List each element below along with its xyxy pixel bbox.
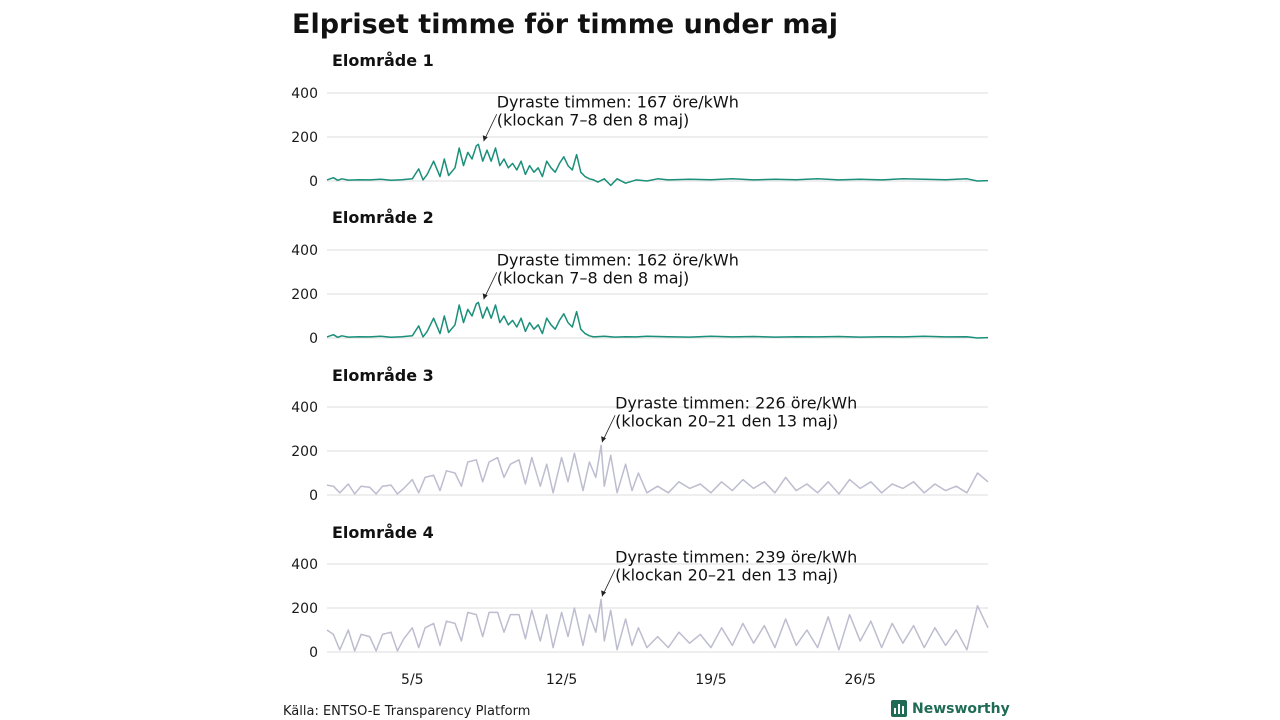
panel-title: Elområde 3 xyxy=(332,366,434,385)
annotation-arrowhead xyxy=(601,436,607,443)
logo-bar-3 xyxy=(902,706,904,714)
panel-title: Elområde 4 xyxy=(332,523,434,542)
y-tick-label: 0 xyxy=(309,331,318,347)
x-tick-label: 5/5 xyxy=(401,672,424,688)
price-series-line xyxy=(326,444,989,495)
panel-3: Elområde 3 0 200 400 Dyraste timmen: 226 öre… xyxy=(291,366,989,504)
chart-panels: Elområde 1 0 200 400 Dyraste timmen: 167 öre… xyxy=(291,51,989,688)
price-series-line xyxy=(326,598,989,652)
y-tick-label: 400 xyxy=(291,86,318,102)
annotation-line-2: (klockan 7–8 den 8 maj) xyxy=(497,268,690,287)
annotation-arrowhead xyxy=(482,135,488,142)
annotation-arrowhead xyxy=(482,293,488,300)
price-series-line xyxy=(326,301,989,339)
y-tick-label: 0 xyxy=(309,645,318,661)
annotation-line-2: (klockan 7–8 den 8 maj) xyxy=(497,110,690,129)
annotation-line-1: Dyraste timmen: 226 öre/kWh xyxy=(615,393,857,412)
chart-title: Elpriset timme för timme under maj xyxy=(292,9,838,40)
annotation-line-2: (klockan 20–21 den 13 maj) xyxy=(615,411,838,430)
logo-bar-1 xyxy=(894,708,896,714)
y-tick-label: 200 xyxy=(291,444,318,460)
y-tick-label: 400 xyxy=(291,243,318,259)
x-tick-label: 19/5 xyxy=(695,672,726,688)
y-tick-label: 400 xyxy=(291,557,318,573)
annotation-arrowhead xyxy=(601,590,607,597)
brand-name: Newsworthy xyxy=(912,701,1010,717)
y-tick-label: 0 xyxy=(309,174,318,190)
x-tick-label: 12/5 xyxy=(546,672,577,688)
newsworthy-logo: Newsworthy xyxy=(891,700,1010,717)
panel-title: Elområde 1 xyxy=(332,51,434,70)
y-tick-label: 0 xyxy=(309,488,318,504)
source-note: Källa: ENTSO-E Transparency Platform xyxy=(283,704,530,719)
y-tick-label: 400 xyxy=(291,400,318,416)
panel-2: Elområde 2 0 200 400 Dyraste timmen: 162 öre… xyxy=(291,208,989,347)
annotation-line-1: Dyraste timmen: 167 öre/kWh xyxy=(497,92,739,111)
x-tick-label: 26/5 xyxy=(845,672,876,688)
panel-4: Elområde 4 0 200 400 Dyraste timmen: 239 öre… xyxy=(291,523,989,688)
annotation-line-2: (klockan 20–21 den 13 maj) xyxy=(615,565,838,584)
annotation-line-1: Dyraste timmen: 239 öre/kWh xyxy=(615,547,857,566)
y-tick-label: 200 xyxy=(291,287,318,303)
panel-title: Elområde 2 xyxy=(332,208,434,227)
logo-bar-2 xyxy=(898,704,900,714)
y-tick-label: 200 xyxy=(291,601,318,617)
panel-1: Elområde 1 0 200 400 Dyraste timmen: 167 öre… xyxy=(291,51,989,190)
price-series-line xyxy=(326,143,989,187)
annotation-line-1: Dyraste timmen: 162 öre/kWh xyxy=(497,250,739,269)
y-tick-label: 200 xyxy=(291,130,318,146)
